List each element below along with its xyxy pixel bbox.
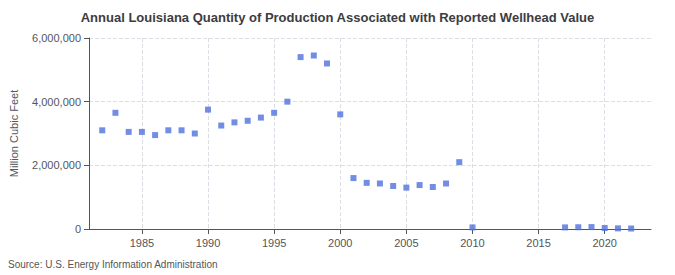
svg-text:2005: 2005 [394, 237, 418, 249]
svg-text:2010: 2010 [460, 237, 484, 249]
svg-text:1985: 1985 [130, 237, 154, 249]
svg-text:Million Cubic Feet: Million Cubic Feet [8, 90, 20, 177]
svg-text:0: 0 [75, 223, 81, 235]
svg-text:2,000,000: 2,000,000 [32, 159, 81, 171]
svg-text:2000: 2000 [328, 237, 352, 249]
svg-text:Annual Louisiana Quantity of P: Annual Louisiana Quantity of Production … [81, 10, 595, 25]
svg-text:6,000,000: 6,000,000 [32, 32, 81, 44]
svg-text:1990: 1990 [196, 237, 220, 249]
svg-text:Source: U.S. Energy Informatio: Source: U.S. Energy Information Administ… [8, 259, 218, 270]
svg-text:2015: 2015 [526, 237, 550, 249]
svg-text:1995: 1995 [262, 237, 286, 249]
svg-text:4,000,000: 4,000,000 [32, 96, 81, 108]
svg-text:2020: 2020 [592, 237, 616, 249]
